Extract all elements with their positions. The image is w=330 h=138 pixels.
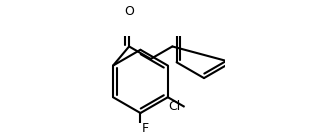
Text: O: O xyxy=(124,5,134,18)
Text: F: F xyxy=(142,122,149,135)
Text: Cl: Cl xyxy=(168,100,181,113)
